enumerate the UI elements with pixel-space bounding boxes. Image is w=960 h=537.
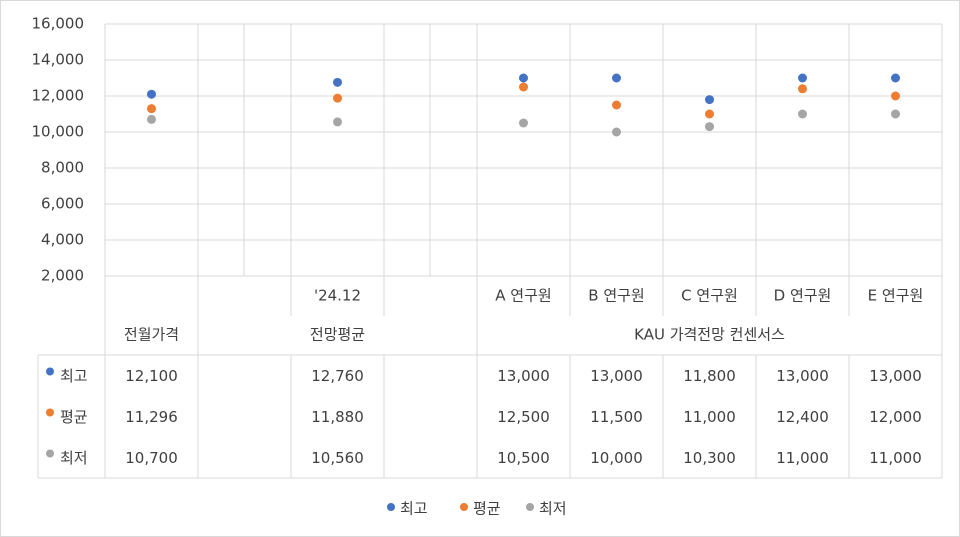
y-tick-label: 10,000 bbox=[32, 123, 85, 141]
table-cell: 13,000 bbox=[497, 367, 550, 385]
point bbox=[705, 95, 714, 105]
group-label: 전망평균 bbox=[310, 326, 365, 344]
table-cell: 11,800 bbox=[683, 367, 736, 385]
x-tick-label: B 연구원 bbox=[588, 287, 644, 305]
legend-marker bbox=[387, 503, 395, 511]
point bbox=[891, 91, 900, 101]
table-cell: 10,000 bbox=[590, 449, 643, 467]
point bbox=[333, 93, 342, 103]
point bbox=[891, 73, 900, 83]
row-label: 최저 bbox=[60, 449, 88, 467]
point bbox=[891, 109, 900, 119]
table-cell: 11,880 bbox=[311, 408, 364, 426]
y-tick-label: 2,000 bbox=[41, 267, 84, 285]
y-tick-label: 12,000 bbox=[32, 87, 85, 105]
table-cell: 12,400 bbox=[776, 408, 829, 426]
legend-marker bbox=[526, 503, 534, 511]
y-tick-label: 14,000 bbox=[32, 51, 85, 69]
table-cell: 13,000 bbox=[776, 367, 829, 385]
point bbox=[612, 127, 621, 137]
point bbox=[798, 73, 807, 83]
point bbox=[333, 117, 342, 127]
row-label: 최고 bbox=[60, 367, 88, 385]
group-label: 전월가격 bbox=[124, 326, 179, 344]
point bbox=[519, 118, 528, 128]
table-cell: 10,500 bbox=[497, 449, 550, 467]
point bbox=[147, 104, 156, 114]
table-cell: 10,300 bbox=[683, 449, 736, 467]
x-tick-label: '24.12 bbox=[314, 287, 361, 305]
point bbox=[612, 100, 621, 110]
legend-label: 평균 bbox=[473, 500, 501, 518]
table-cell: 12,760 bbox=[311, 367, 364, 385]
legend-marker bbox=[46, 367, 54, 376]
group-label: KAU 가격전망 컨센서스 bbox=[634, 326, 785, 344]
legend-label: 최저 bbox=[539, 500, 567, 518]
row-label: 평균 bbox=[60, 408, 88, 426]
point bbox=[798, 109, 807, 119]
table-cell: 11,000 bbox=[869, 449, 922, 467]
table-cell: 11,000 bbox=[683, 408, 736, 426]
point bbox=[612, 73, 621, 83]
legend-label: 최고 bbox=[400, 500, 428, 518]
table-cell: 11,500 bbox=[590, 408, 643, 426]
table-cell: 11,000 bbox=[776, 449, 829, 467]
point bbox=[147, 114, 156, 124]
y-tick-label: 4,000 bbox=[41, 231, 84, 249]
point bbox=[705, 122, 714, 132]
point bbox=[147, 89, 156, 99]
table-cell: 11,296 bbox=[125, 408, 178, 426]
point bbox=[705, 109, 714, 119]
table-cell: 10,700 bbox=[125, 449, 178, 467]
table-cell: 12,000 bbox=[869, 408, 922, 426]
legend-marker bbox=[46, 408, 54, 417]
table-cell: 13,000 bbox=[590, 367, 643, 385]
point bbox=[798, 84, 807, 94]
x-tick-label: C 연구원 bbox=[681, 287, 738, 305]
legend-marker bbox=[460, 503, 468, 511]
y-tick-label: 16,000 bbox=[32, 15, 85, 33]
legend-marker bbox=[46, 449, 54, 458]
table-cell: 13,000 bbox=[869, 367, 922, 385]
point bbox=[519, 82, 528, 92]
y-tick-label: 6,000 bbox=[41, 195, 84, 213]
table-cell: 10,560 bbox=[311, 449, 364, 467]
x-tick-label: D 연구원 bbox=[774, 287, 832, 305]
table-cell: 12,500 bbox=[497, 408, 550, 426]
point bbox=[519, 73, 528, 83]
point bbox=[333, 77, 342, 87]
x-tick-label: E 연구원 bbox=[868, 287, 924, 305]
table-cell: 12,100 bbox=[125, 367, 178, 385]
y-tick-label: 8,000 bbox=[41, 159, 84, 177]
x-tick-label: A 연구원 bbox=[495, 287, 551, 305]
